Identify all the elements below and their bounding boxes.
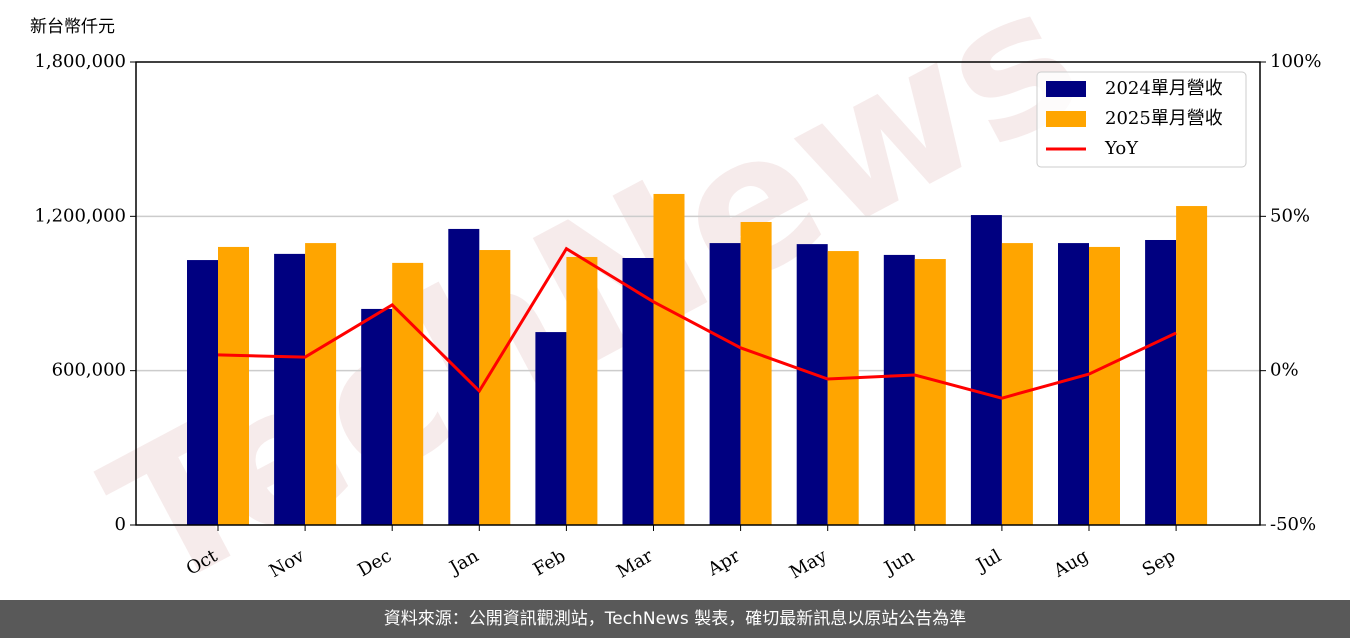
x-tick-label: Feb — [530, 545, 570, 580]
bar — [479, 250, 511, 525]
bar — [970, 215, 1002, 525]
x-tick-label: Sep — [1139, 545, 1179, 580]
y2-tick-label: -50% — [1270, 514, 1316, 535]
bar — [1145, 239, 1177, 525]
x-tick-label: Aug — [1049, 545, 1092, 582]
x-tick-label: Jun — [879, 545, 918, 580]
bar — [392, 262, 424, 525]
bar — [1001, 243, 1033, 525]
y2-tick-label: 50% — [1270, 205, 1310, 226]
bar — [305, 243, 337, 525]
y-axis-label: 新台幣仟元 — [30, 17, 115, 37]
x-tick-label: Jan — [444, 545, 482, 579]
legend-swatch — [1046, 111, 1086, 127]
x-tick-label: Apr — [704, 545, 744, 580]
bar — [883, 254, 915, 525]
x-tick-label: May — [786, 545, 831, 583]
y-tick-label: 600,000 — [52, 360, 126, 381]
bar — [274, 253, 306, 526]
y2-tick-label: 0% — [1270, 360, 1299, 381]
footer: 資料來源：公開資訊觀測站，TechNews 製表，確切最新訊息以原站公告為準 — [0, 600, 1350, 638]
y2-tick-label: 100% — [1270, 51, 1321, 72]
y-tick-label: 1,200,000 — [34, 205, 126, 226]
legend-label: YoY — [1104, 138, 1139, 159]
bar — [653, 193, 685, 525]
y-tick-label: 0 — [115, 514, 126, 535]
bar — [361, 308, 393, 525]
x-tick-label: Jul — [971, 545, 1005, 577]
legend-box — [1036, 71, 1247, 168]
plot-frame — [135, 61, 1261, 526]
bar — [187, 260, 218, 525]
bar — [218, 246, 249, 525]
x-tick-label: Dec — [354, 545, 395, 581]
chart: TechNews 新台幣仟元 0600,0001,200,0001,800,00… — [30, 0, 1321, 600]
bar — [1176, 206, 1208, 526]
x-tick-label: Mar — [613, 545, 657, 582]
line — [217, 246, 1177, 400]
legend-label: 2025單月營收 — [1105, 108, 1223, 129]
bar — [709, 243, 741, 525]
legend-label: 2024單月營收 — [1105, 78, 1223, 99]
bar — [1058, 243, 1089, 525]
bar — [566, 256, 598, 525]
bar — [827, 251, 859, 525]
y-tick-label: 1,800,000 — [34, 51, 126, 72]
legend-swatch — [1046, 81, 1086, 97]
bar — [796, 244, 828, 525]
bar — [622, 258, 654, 525]
bar — [740, 221, 772, 525]
bar — [535, 332, 567, 525]
bar — [1089, 246, 1120, 525]
bar — [914, 259, 946, 525]
